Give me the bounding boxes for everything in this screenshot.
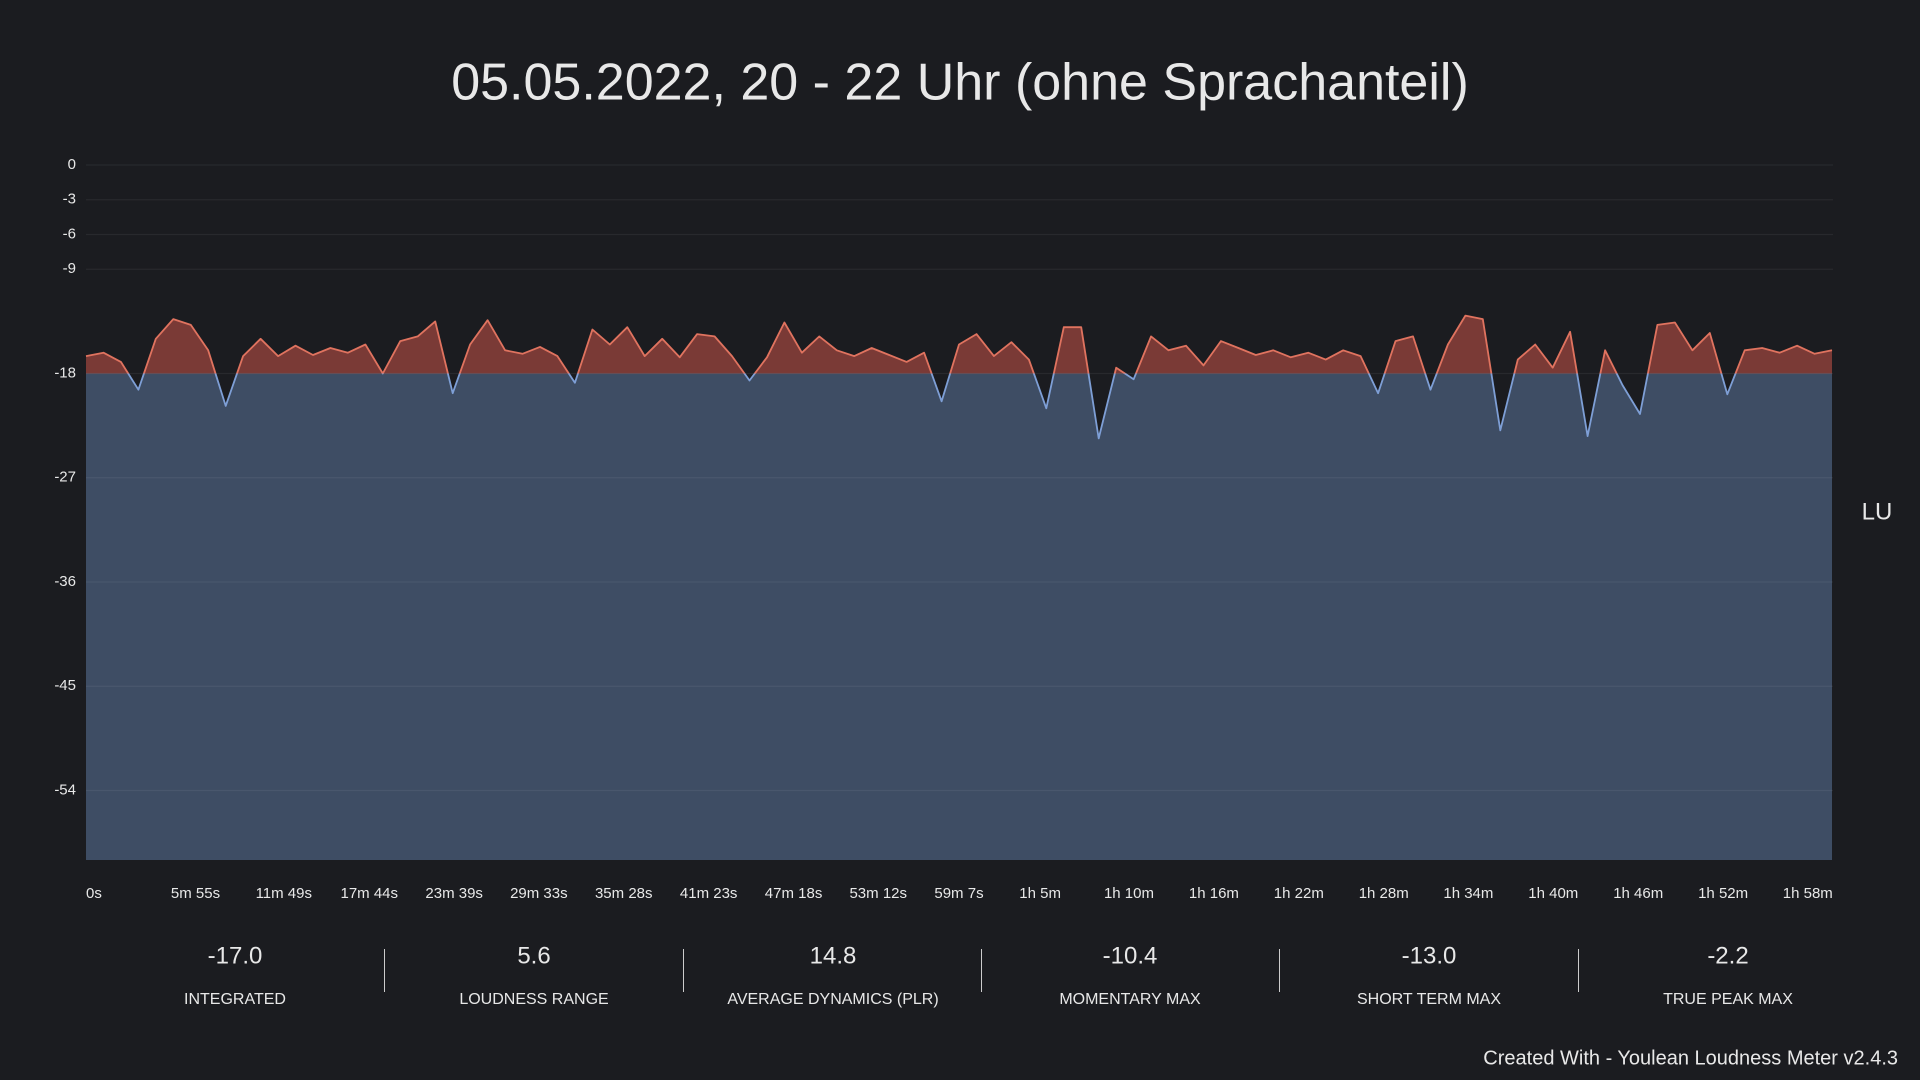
x-tick-label: 1h 10m: [1104, 885, 1154, 902]
x-tick-label: 23m 39s: [425, 885, 483, 902]
stat-value: -10.4: [1103, 942, 1158, 969]
x-tick-label: 5m 55s: [171, 885, 220, 902]
x-tick-label: 59m 7s: [934, 885, 983, 902]
stat-label: LOUDNESS RANGE: [459, 991, 608, 1008]
x-tick-label: 1h 52m: [1698, 885, 1748, 902]
stat-label: SHORT TERM MAX: [1357, 991, 1501, 1008]
stat-value: -13.0: [1402, 942, 1457, 969]
x-tick-label: 1h 40m: [1528, 885, 1578, 902]
y-tick-label: 0: [68, 156, 76, 173]
x-tick-label: 41m 23s: [680, 885, 738, 902]
stat-label: MOMENTARY MAX: [1059, 991, 1201, 1008]
x-tick-label: 1h 46m: [1613, 885, 1663, 902]
y-tick-label: -18: [54, 364, 76, 381]
area: [86, 315, 1832, 861]
stat-value: 14.8: [810, 942, 857, 969]
x-tick-label: 1h 22m: [1274, 885, 1324, 902]
x-tick-label: 1h 28m: [1359, 885, 1409, 902]
stat-label: INTEGRATED: [184, 991, 286, 1008]
x-tick-label: 1h 34m: [1443, 885, 1493, 902]
y-tick-label: -27: [54, 469, 76, 486]
x-tick-label: 1h 16m: [1189, 885, 1239, 902]
stat-label: TRUE PEAK MAX: [1663, 991, 1793, 1008]
y-tick-label: -3: [63, 191, 76, 208]
x-tick-label: 1h 5m: [1019, 885, 1061, 902]
stat-value: -17.0: [208, 942, 263, 969]
y-tick-label: -9: [63, 260, 76, 277]
line: [85, 314, 1833, 440]
y-tick-label: -54: [54, 781, 76, 798]
x-tick-label: 0s: [86, 885, 102, 902]
x-tick-label: 47m 18s: [765, 885, 823, 902]
stat-value: -2.2: [1707, 942, 1748, 969]
y-axis-label: LU: [1862, 498, 1893, 525]
x-tick-label: 29m 33s: [510, 885, 568, 902]
stat-value: 5.6: [517, 942, 550, 969]
x-tick-label: 35m 28s: [595, 885, 653, 902]
x-tick-label: 11m 49s: [256, 885, 312, 902]
x-tick-label: 1h 58m: [1783, 885, 1833, 902]
chart-title: 05.05.2022, 20 - 22 Uhr (ohne Sprachante…: [451, 54, 1469, 112]
x-tick-label: 17m 44s: [340, 885, 398, 902]
y-tick-label: -36: [54, 573, 76, 590]
x-tick-label: 53m 12s: [849, 885, 907, 902]
y-tick-label: -45: [54, 677, 76, 694]
footer: Created With - Youlean Loudness Meter v2…: [1483, 1047, 1898, 1069]
stat-label: AVERAGE DYNAMICS (PLR): [727, 991, 938, 1008]
y-tick-label: -6: [63, 225, 76, 242]
